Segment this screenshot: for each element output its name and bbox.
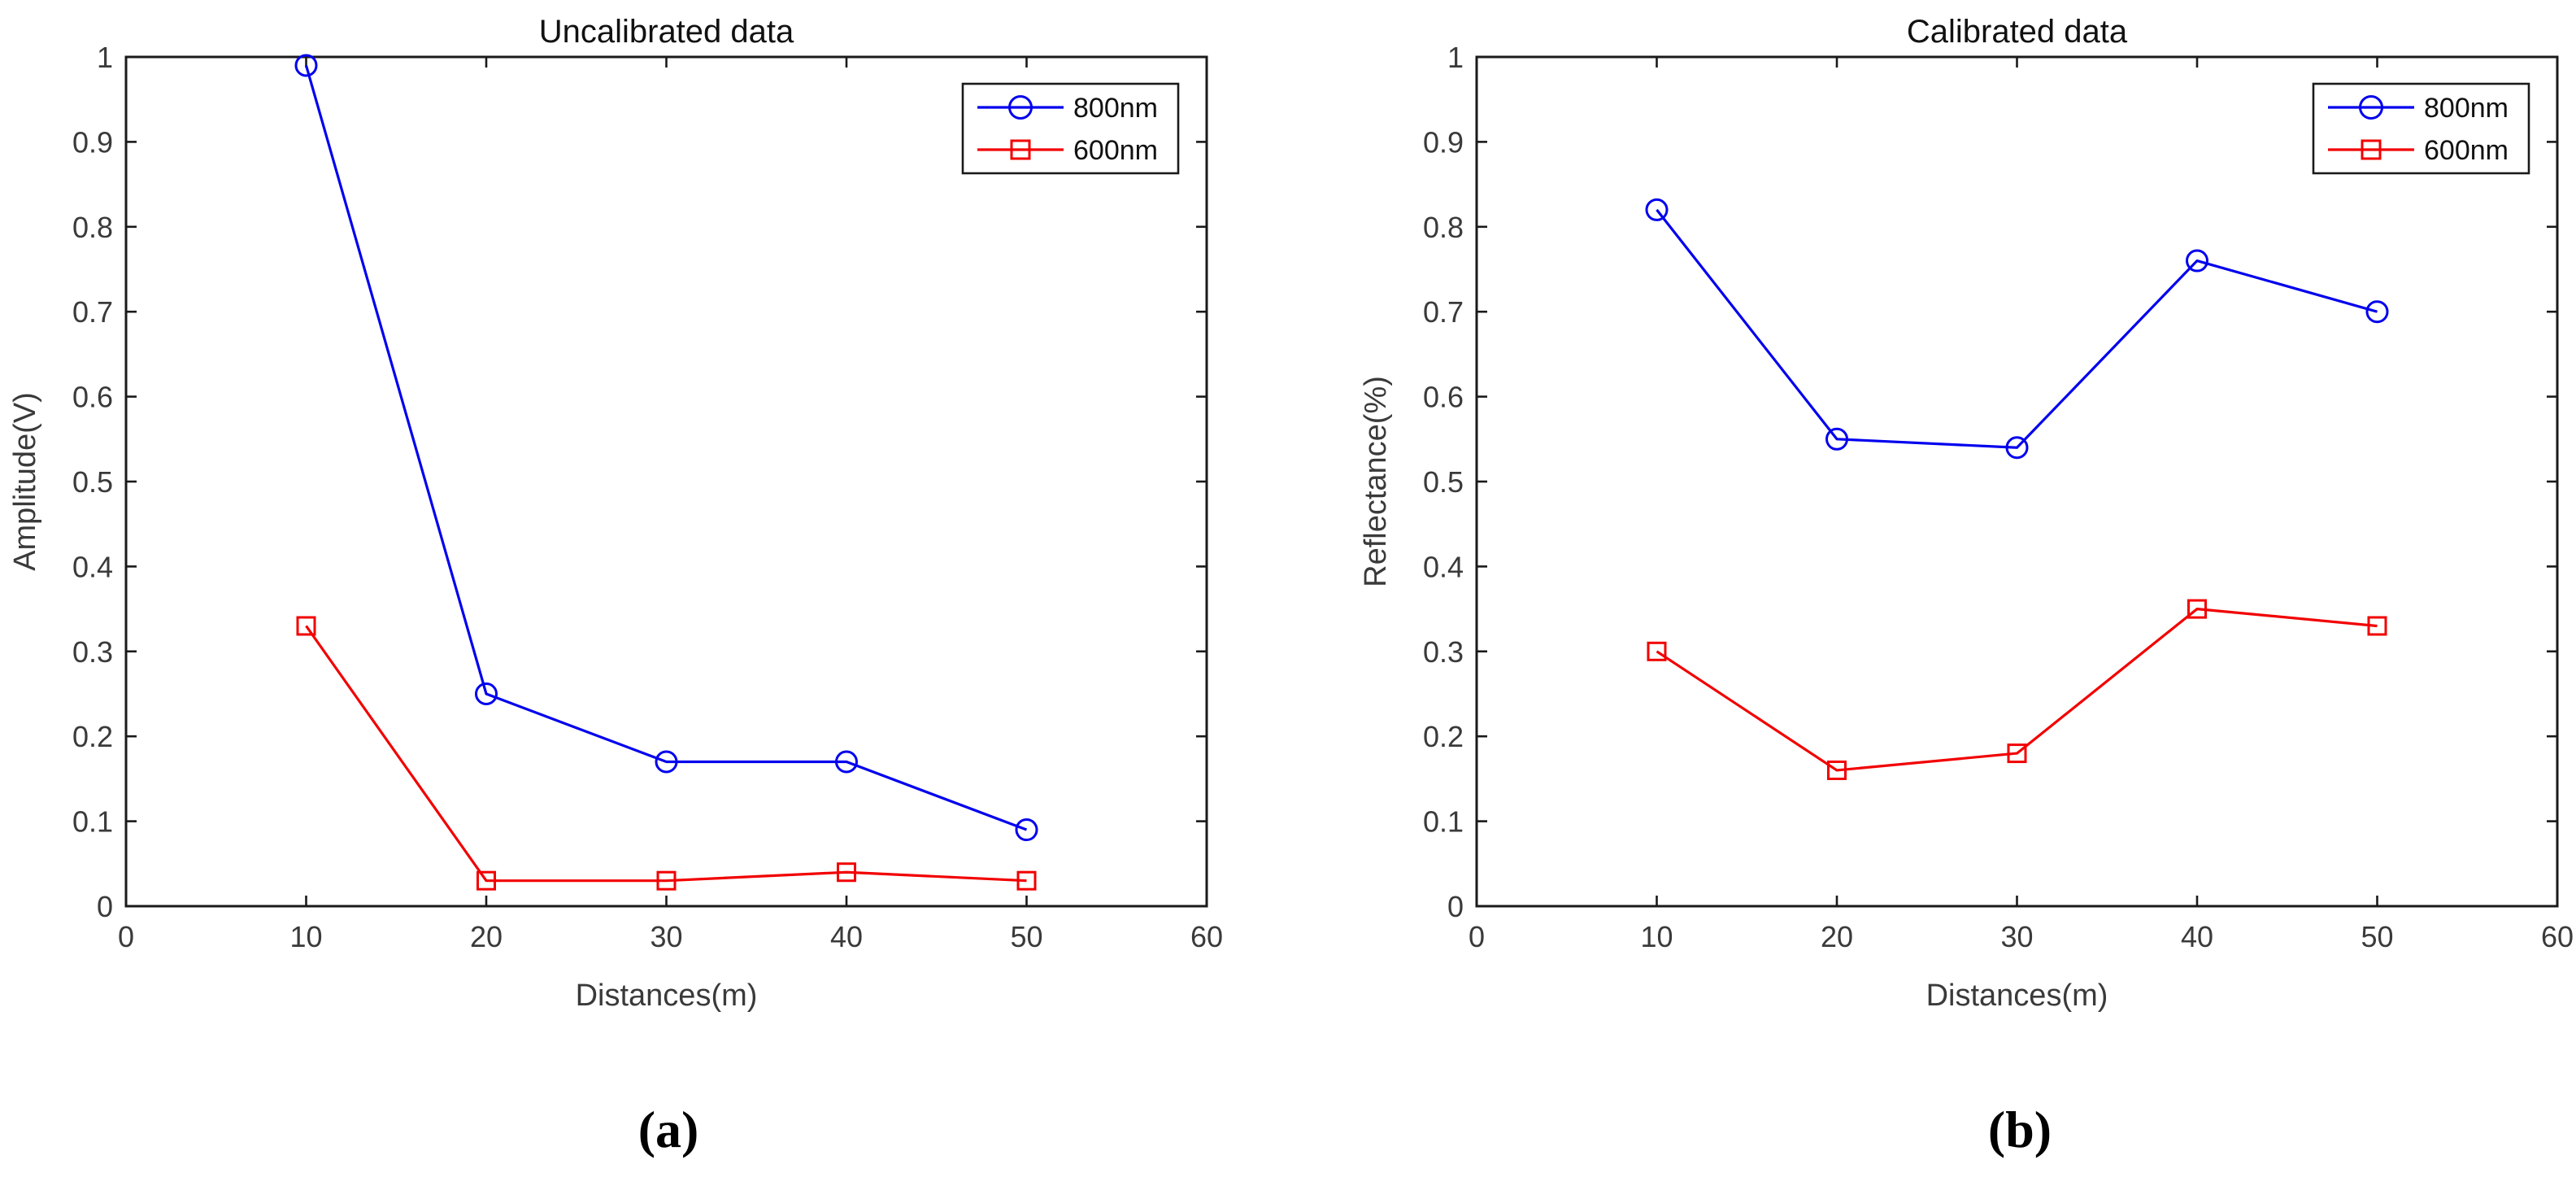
legend-label: 600nm: [1073, 135, 1158, 166]
caption-b: (b): [1987, 1101, 2052, 1158]
data-marker-circle: [1645, 198, 1669, 221]
x-tick-label: 40: [2181, 920, 2213, 953]
x-axis-label: Distances(m): [1926, 979, 2108, 1013]
caption-a: (a): [637, 1101, 699, 1158]
data-marker-square: [296, 616, 316, 636]
data-marker-circle: [1825, 427, 1848, 451]
y-axis-label: Amplitude(V): [8, 392, 42, 571]
data-marker-square: [476, 870, 496, 891]
x-tick-label: 30: [650, 920, 682, 953]
x-tick-label: 50: [2361, 920, 2393, 953]
y-tick-label: 0.2: [72, 720, 113, 753]
data-marker-circle: [2005, 436, 2029, 460]
y-tick-label: 0.2: [1423, 720, 1464, 753]
x-tick-label: 10: [289, 920, 322, 953]
x-tick-label: 20: [470, 920, 503, 953]
y-tick-label: 0.5: [1423, 465, 1464, 499]
y-tick-label: 0.9: [72, 125, 113, 159]
data-marker-circle: [1015, 818, 1038, 842]
legend-box: [2312, 82, 2530, 175]
x-tick-label: 60: [2541, 920, 2574, 953]
data-marker-circle: [2186, 249, 2208, 273]
y-tick-label: 0.4: [1423, 550, 1464, 583]
data-marker-circle: [835, 750, 858, 774]
y-tick-label: 0.7: [72, 295, 113, 329]
y-tick-label: 0.6: [1423, 381, 1464, 414]
x-tick-label: 60: [1190, 920, 1223, 953]
x-tick-label: 0: [1469, 920, 1485, 953]
data-marker-circle: [2365, 300, 2389, 324]
data-marker-circle: [475, 682, 498, 705]
x-tick-label: 40: [830, 920, 863, 953]
uncalibrated-chart: 0 10 20 30 40 50 60 0 0.1 0.2 0.3 0.4 0.5 0.6 0.7 0.8 0.…: [8, 14, 1223, 1013]
chart-title: Calibrated data: [1907, 14, 2128, 50]
series-line-600nm: [305, 625, 1027, 883]
y-tick-label: 0.1: [72, 805, 113, 839]
calibrated-chart: 0 10 20 30 40 50 60 0 0.1 0.2 0.3 0.4 0.5 0.6 0.7 0.8 0.…: [1359, 14, 2574, 1013]
data-marker-square: [2187, 599, 2207, 619]
legend-marker-circle: [1008, 95, 1033, 120]
y-tick-label: 0.4: [72, 550, 113, 583]
y-tick-label: 0.8: [72, 211, 113, 244]
data-marker-square: [1016, 870, 1037, 891]
legend-marker-square: [2361, 139, 2382, 160]
y-tick-label: 0.7: [1423, 295, 1464, 329]
y-axis-label: Reflectance(%): [1359, 376, 1393, 587]
y-tick-label: 0.6: [72, 381, 113, 414]
legend-marker-circle: [2359, 95, 2383, 120]
legend-label: 800nm: [1073, 93, 1158, 124]
legend-box: [961, 82, 1180, 175]
data-marker-square: [1647, 641, 1667, 661]
y-tick-label: 0.3: [72, 635, 113, 669]
chart-title: Uncalibrated data: [539, 14, 794, 50]
x-axis-label: Distances(m): [576, 979, 758, 1013]
y-tick-label: 0: [1447, 890, 1464, 923]
y-tick-label: 0.5: [72, 465, 113, 499]
y-tick-label: 0.1: [1423, 805, 1464, 839]
series-line-600nm: [1656, 607, 2378, 772]
plot-box: [1475, 55, 2559, 908]
legend-label: 600nm: [2424, 135, 2509, 166]
series-line-800nm: [304, 64, 1028, 831]
data-marker-circle: [294, 54, 318, 77]
y-tick-label: 1: [97, 41, 113, 74]
series-line-800nm: [1656, 208, 2378, 449]
x-tick-label: 20: [1821, 920, 1853, 953]
y-tick-label: 0: [97, 890, 113, 923]
plot-box: [124, 55, 1208, 908]
data-marker-square: [837, 862, 856, 883]
data-marker-square: [2007, 743, 2027, 764]
x-tick-label: 10: [1640, 920, 1673, 953]
x-tick-label: 30: [2000, 920, 2033, 953]
y-tick-label: 1: [1447, 41, 1464, 74]
x-tick-label: 0: [118, 920, 134, 953]
data-marker-square: [1827, 760, 1847, 780]
y-tick-label: 0.3: [1423, 635, 1464, 669]
data-marker-square: [656, 870, 677, 891]
legend-marker-square: [1010, 139, 1031, 160]
data-marker-circle: [655, 750, 678, 774]
x-tick-label: 50: [1010, 920, 1042, 953]
y-tick-label: 0.9: [1423, 125, 1464, 159]
legend-label: 800nm: [2424, 93, 2509, 124]
y-tick-label: 0.8: [1423, 211, 1464, 244]
data-marker-square: [2367, 616, 2387, 636]
